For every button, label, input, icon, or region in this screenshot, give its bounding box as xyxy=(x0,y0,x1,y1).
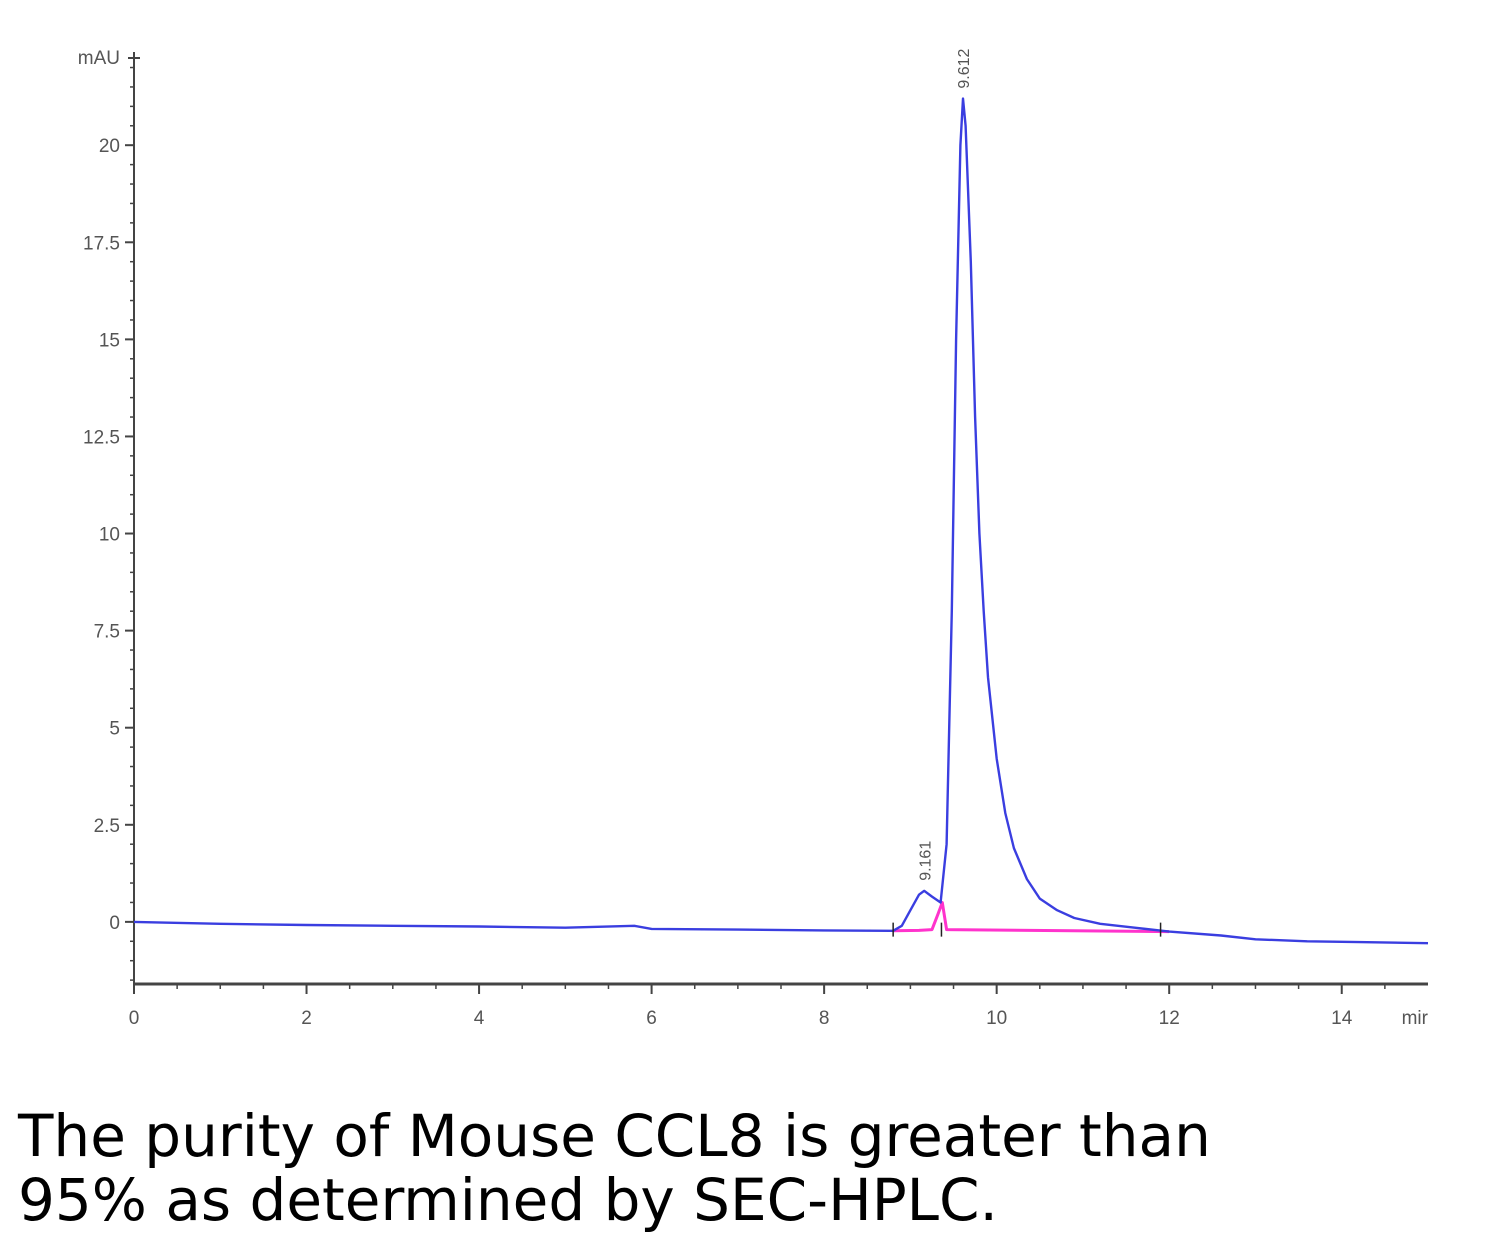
caption-line-1: The purity of Mouse CCL8 is greater than xyxy=(18,1102,1211,1170)
caption-line-2: 95% as determined by SEC-HPLC. xyxy=(18,1166,998,1234)
x-tick-label: 0 xyxy=(129,1008,140,1029)
labels: 0 2.5 5 7.5 10 12.5 15 17.5 20 mAU 0 2 4 6 8 10 12 14 mir 9… xyxy=(78,48,1429,1029)
y-tick-label: 17.5 xyxy=(83,233,120,254)
x-tick-label: 10 xyxy=(986,1008,1007,1029)
x-tick-label: 4 xyxy=(474,1008,485,1029)
y-tick-label: 10 xyxy=(99,525,120,546)
chromatogram-chart: 0 2.5 5 7.5 10 12.5 15 17.5 20 mAU 0 2 4 6 8 10 12 14 mir 9… xyxy=(78,48,1429,1029)
x-tick-label: 12 xyxy=(1159,1008,1180,1029)
y-tick-label: 5 xyxy=(109,719,120,740)
series-line xyxy=(893,901,1170,934)
y-tick-label: 0 xyxy=(109,913,120,934)
x-tick-label: 2 xyxy=(301,1008,312,1029)
y-tick-label: 2.5 xyxy=(94,816,120,837)
caption: The purity of Mouse CCL8 is greater than… xyxy=(18,1104,1318,1232)
series-line xyxy=(133,97,1429,945)
y-tick-label: 12.5 xyxy=(83,427,120,448)
x-axis-label: mir xyxy=(1402,1008,1429,1029)
peak-label: 9.161 xyxy=(917,841,934,881)
x-tick-label: 14 xyxy=(1331,1008,1353,1029)
axes xyxy=(125,52,1428,994)
y-tick-label: 15 xyxy=(99,330,120,351)
series xyxy=(133,97,1429,945)
y-axis-label: mAU xyxy=(78,48,120,69)
x-tick-label: 6 xyxy=(646,1008,657,1029)
y-tick-label: 7.5 xyxy=(94,622,120,643)
y-tick-label: 20 xyxy=(99,136,120,157)
peak-label: 9.612 xyxy=(956,48,973,88)
x-tick-label: 8 xyxy=(819,1008,830,1029)
